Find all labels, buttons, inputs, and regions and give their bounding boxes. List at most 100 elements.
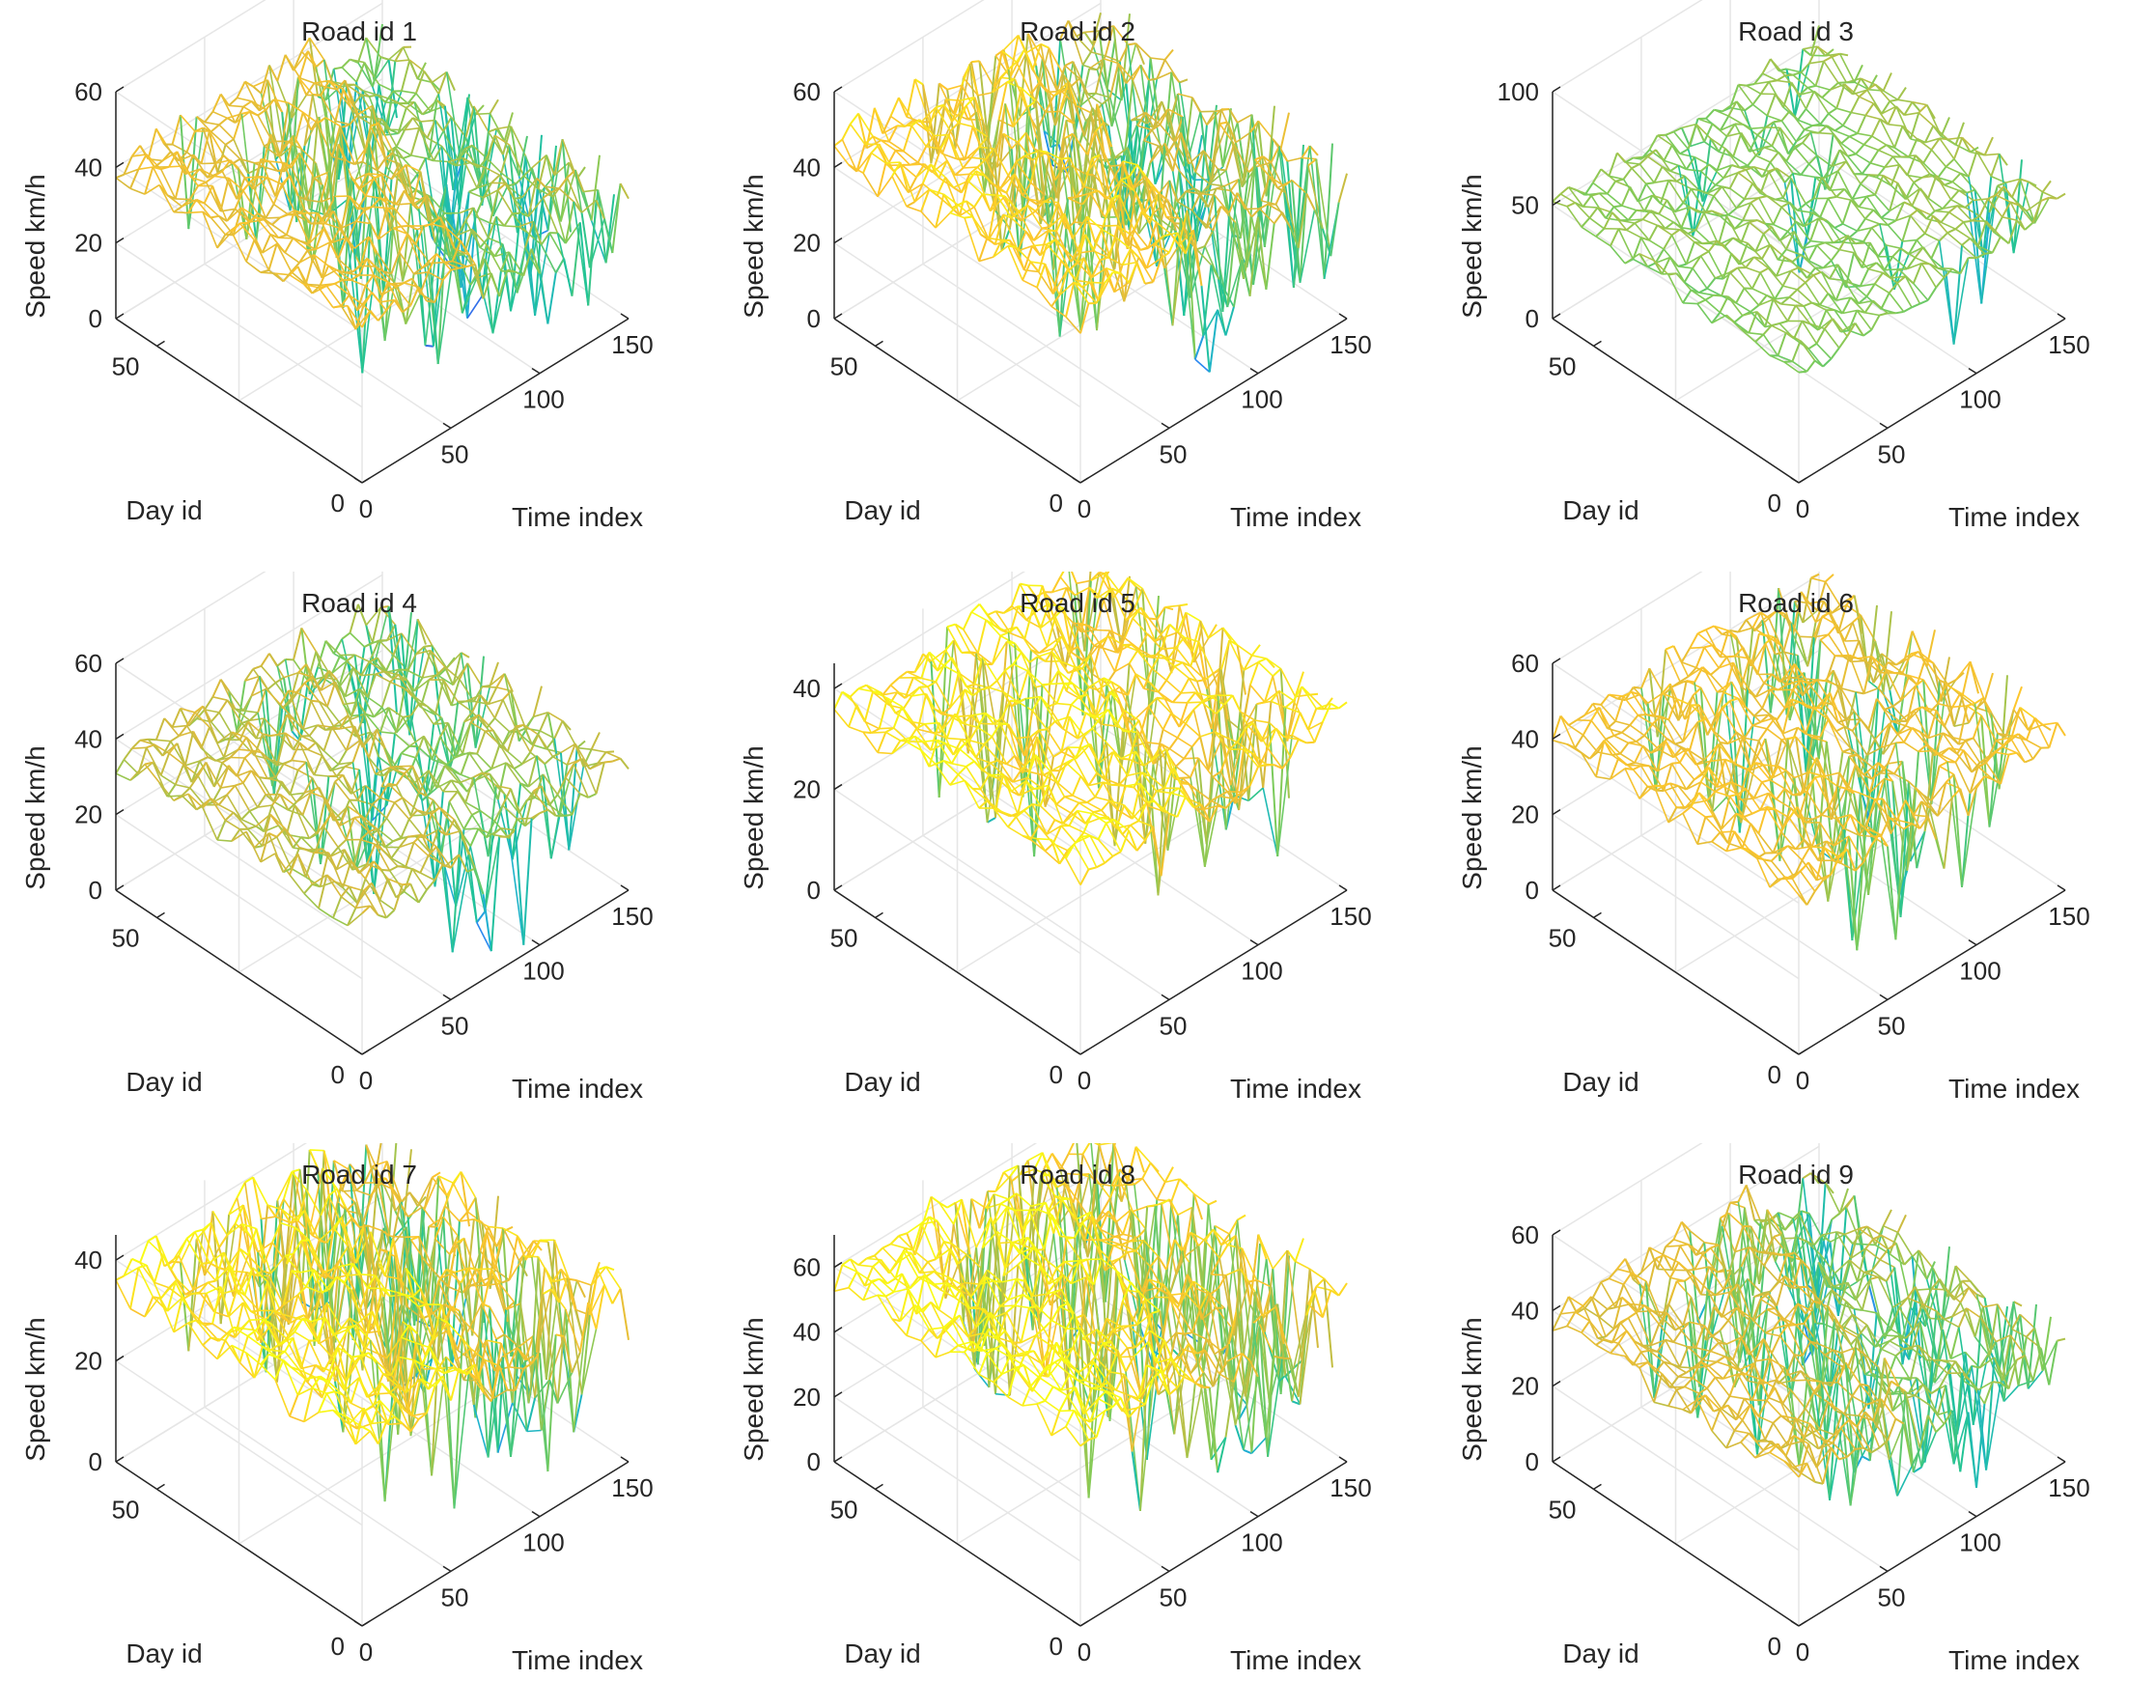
surface-edge (332, 727, 347, 750)
surface-edge (1962, 238, 1970, 245)
surface-edge (253, 666, 261, 669)
surface-edge (1875, 273, 1883, 285)
surface-edge (834, 710, 849, 727)
x-tick-label: 150 (2048, 330, 2089, 359)
surface-edge (1947, 233, 1962, 245)
surface-edge (1649, 240, 1664, 249)
surface-edge (1851, 113, 1865, 116)
surface-edge (1909, 139, 1917, 157)
surface-edge (1306, 193, 1314, 210)
surface-edge (1151, 58, 1165, 60)
surface-edge (1066, 317, 1080, 333)
surface-edge (173, 709, 181, 727)
surface-edge (959, 123, 973, 126)
surface-edge (308, 742, 316, 749)
surface-edge (1881, 293, 1889, 309)
surface-edge (1928, 288, 1936, 300)
surface-edge (1870, 151, 1878, 163)
surface-edge (979, 238, 987, 261)
surface-edge (1217, 188, 1231, 190)
z-tick (834, 314, 842, 319)
surface-edge (1741, 329, 1755, 342)
surface-edge (1856, 154, 1870, 163)
surface-edge (1843, 200, 1851, 224)
surface-edge (842, 125, 850, 140)
surface-edge (947, 625, 955, 628)
surface-edge (1829, 198, 1843, 223)
surface-edge (238, 98, 252, 100)
surface-edge (1680, 154, 1694, 156)
z-tick (116, 87, 124, 92)
surface-edge (284, 673, 298, 678)
surface-edge (1859, 207, 1873, 210)
z-axis-label: Speed km/h (20, 174, 50, 318)
y-tick (362, 1050, 370, 1054)
surface-edge (834, 140, 842, 147)
z-tick-label: 40 (74, 153, 102, 182)
x-axis-label: Time index (512, 1074, 643, 1104)
x-axis-label: Time index (512, 502, 643, 532)
y-tick (1594, 341, 1602, 346)
surface-edge (1709, 164, 1723, 178)
surface-edge (1911, 210, 1918, 216)
surface-edge (487, 718, 494, 728)
y-axis-label: Day id (126, 1067, 202, 1097)
surface-edge (1696, 125, 1704, 142)
surface-edge (1659, 214, 1673, 223)
surface-edge (1902, 215, 1910, 241)
surface-edge (1865, 116, 1880, 120)
surface-edge (181, 115, 195, 131)
surface-edge (907, 79, 914, 117)
surface-edge (401, 226, 408, 227)
surface-edge (167, 785, 175, 797)
surface-edge (205, 697, 212, 710)
surface-edge (1801, 175, 1815, 177)
surface-edge (156, 718, 164, 740)
z-tick-label: 100 (1498, 77, 1539, 106)
surface-mesh (116, 24, 629, 373)
surface-edge (225, 821, 239, 829)
surface-edge (592, 733, 600, 750)
surface-edge (1822, 272, 1836, 301)
surface-edge (1825, 242, 1839, 249)
surface-edge (1941, 212, 1948, 223)
surface-edge (491, 175, 499, 182)
surface-edge (132, 741, 140, 749)
x-tick-label: 0 (1796, 494, 1809, 523)
surface-edge (491, 273, 499, 296)
surface-edge (1781, 111, 1789, 121)
surface-edge (1195, 359, 1210, 372)
surface-edge (1856, 242, 1870, 243)
surface-edge (1061, 157, 1069, 158)
surface-edge (907, 207, 921, 211)
surface-edge (401, 819, 408, 837)
surface-edge (534, 686, 542, 717)
z-tick-label: 20 (74, 800, 102, 829)
surface-edge (1916, 155, 1930, 175)
surface-edge (1738, 267, 1752, 289)
surface-edge (880, 698, 887, 729)
surface-edge (1560, 187, 1568, 194)
surface-edge (1624, 168, 1632, 179)
surface-edge (1752, 104, 1767, 116)
surface-edge (182, 796, 196, 809)
surface-edge (411, 128, 419, 155)
surface-edge (1750, 222, 1764, 234)
surface-edge (458, 792, 472, 815)
surface-edge (1810, 132, 1818, 133)
surface-edge (1685, 268, 1693, 283)
surface-edge (205, 112, 212, 123)
surface-edge (397, 773, 405, 785)
surface-edge (402, 60, 409, 91)
surface-edge (1850, 133, 1858, 136)
surface-edge (427, 881, 434, 890)
surface-edge (978, 93, 993, 96)
surface-edge (988, 611, 995, 615)
surface-edge (1820, 294, 1828, 305)
surface-edge (891, 98, 899, 116)
surface-edge (210, 216, 218, 218)
surface-edge (1789, 290, 1797, 297)
surface-edge (1713, 124, 1727, 136)
surface-edge (469, 753, 484, 774)
